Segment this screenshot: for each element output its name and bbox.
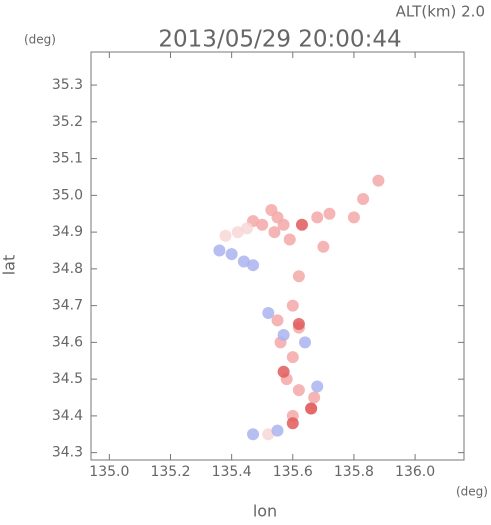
data-point xyxy=(213,244,226,257)
data-point xyxy=(262,428,275,441)
x-tick-label: 135.8 xyxy=(334,464,374,480)
data-point xyxy=(292,384,305,397)
y-tick-label: 34.5 xyxy=(52,371,83,387)
x-tick-label: 135.4 xyxy=(212,464,252,480)
x-tick-label: 135.6 xyxy=(273,464,313,480)
data-point xyxy=(256,218,269,231)
x-tick-label: 136.0 xyxy=(395,464,435,480)
y-tick-label: 34.8 xyxy=(52,261,83,277)
data-point xyxy=(323,207,336,220)
x-tick-label: 135.2 xyxy=(150,464,190,480)
data-point xyxy=(283,233,296,246)
data-point xyxy=(225,248,238,261)
data-point xyxy=(305,402,318,415)
data-point xyxy=(317,240,330,253)
data-point xyxy=(299,336,312,349)
data-point xyxy=(247,428,260,441)
data-point xyxy=(311,211,324,224)
y-tick-label: 34.9 xyxy=(52,224,83,240)
x-unit: (deg) xyxy=(456,485,488,499)
y-tick-label: 35.2 xyxy=(52,114,83,130)
data-point xyxy=(357,193,370,206)
data-point xyxy=(286,299,299,312)
data-point xyxy=(347,211,360,224)
y-unit: (deg) xyxy=(24,33,56,47)
data-point xyxy=(268,226,281,239)
data-point xyxy=(277,329,290,342)
data-point xyxy=(247,259,260,272)
data-point xyxy=(311,380,324,393)
data-point xyxy=(240,222,253,235)
y-axis-label: lat xyxy=(0,255,19,276)
data-point xyxy=(237,255,250,268)
data-point xyxy=(231,226,244,239)
data-point xyxy=(262,306,275,319)
data-point xyxy=(219,229,232,242)
data-point xyxy=(271,314,284,327)
data-point xyxy=(372,174,385,187)
plot-frame xyxy=(90,51,465,461)
x-tick-label: 135.0 xyxy=(89,464,129,480)
data-point xyxy=(277,365,290,378)
y-tick-label: 34.4 xyxy=(52,408,83,424)
altitude-label: ALT(km) 2.0 xyxy=(396,3,485,21)
data-point xyxy=(277,218,290,231)
y-tick-label: 35.3 xyxy=(52,77,83,93)
y-tick-label: 34.7 xyxy=(52,298,83,314)
x-axis-label: lon xyxy=(253,502,277,521)
data-point xyxy=(286,417,299,430)
data-point xyxy=(292,318,305,330)
y-tick-label: 34.6 xyxy=(52,334,83,350)
data-point xyxy=(308,391,321,404)
y-tick-label: 34.3 xyxy=(52,445,83,461)
data-point xyxy=(292,270,305,283)
y-tick-label: 35.0 xyxy=(52,187,83,203)
data-point xyxy=(295,218,308,231)
data-point xyxy=(286,351,299,364)
chart-title: 2013/05/29 20:00:44 xyxy=(158,27,401,53)
y-tick-label: 35.1 xyxy=(52,151,83,167)
data-point xyxy=(271,424,284,437)
